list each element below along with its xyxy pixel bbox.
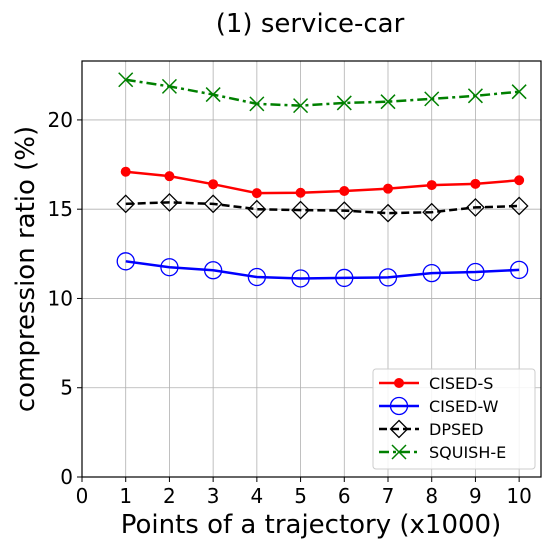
data-point-dpsed <box>334 201 354 221</box>
data-point-cised-s <box>120 166 131 177</box>
data-point-cised-w <box>203 261 223 280</box>
legend-box <box>372 368 536 470</box>
chart-title: (1) service-car <box>216 9 405 39</box>
legend-label-dpsed: DPSED <box>429 420 484 439</box>
x-tick-label: 5 <box>294 484 307 508</box>
x-tick-label: 10 <box>506 484 531 508</box>
data-point-cised-w <box>291 269 310 288</box>
data-point-dpsed <box>378 203 398 223</box>
data-point-cised-w <box>422 263 441 283</box>
data-point-squish-e <box>336 95 352 111</box>
data-point-squish-e <box>467 88 483 104</box>
data-point-dpsed <box>422 202 442 222</box>
data-point-dpsed <box>466 197 485 217</box>
data-point-cised-s <box>251 188 262 199</box>
data-point-dpsed <box>291 200 310 220</box>
series-line-dpsed <box>125 201 520 215</box>
x-tick-label: 1 <box>119 484 132 508</box>
legend-marker-cised-s <box>394 378 404 388</box>
data-point-cised-s <box>383 183 393 194</box>
data-point-cised-w <box>247 267 267 287</box>
x-tick-label: 3 <box>207 484 220 508</box>
data-point-cised-s <box>295 187 306 198</box>
data-point-cised-w <box>160 258 179 277</box>
data-point-dpsed <box>116 194 136 214</box>
legend-marker-squish-e <box>391 444 407 460</box>
data-point-cised-w <box>116 252 135 271</box>
x-tick-label: 2 <box>163 484 176 508</box>
data-point-cised-s <box>208 179 219 190</box>
series-line-cised-s <box>125 170 520 195</box>
series-line-squish-e <box>125 78 520 107</box>
data-point-cised-w <box>378 268 398 287</box>
axis-ticks: 0 1 2 3 4 5 6 7 8 9 10 0 5 10 15 20 <box>48 108 532 508</box>
y-tick-label: 0 <box>60 465 73 489</box>
data-point-squish-e <box>293 98 309 114</box>
series-line-cised-w <box>125 260 520 280</box>
x-tick-label: 4 <box>250 484 263 508</box>
y-tick-label: 10 <box>48 286 73 310</box>
legend-marker-dpsed <box>389 419 409 439</box>
data-point-cised-s <box>339 185 350 196</box>
data-point-cised-w <box>509 260 529 280</box>
data-point-dpsed <box>247 199 267 219</box>
data-point-squish-e <box>511 84 527 100</box>
data-point-squish-e <box>249 96 265 112</box>
data-point-cised-w <box>335 268 354 288</box>
x-tick-label: 6 <box>338 484 351 508</box>
legend-marker-cised-w <box>389 396 409 416</box>
x-tick-label: 0 <box>76 484 89 508</box>
y-axis-label: compression ratio (%) <box>11 126 41 412</box>
data-point-squish-e <box>205 87 221 103</box>
data-point-cised-s <box>164 171 175 182</box>
data-point-squish-e <box>118 72 134 88</box>
y-tick-label: 5 <box>60 376 73 400</box>
data-point-cised-s <box>470 178 481 189</box>
legend-label-cised-w: CISED-W <box>429 397 499 416</box>
data-point-squish-e <box>380 94 396 110</box>
legend-label-squish-e: SQUISH-E <box>429 443 506 462</box>
y-tick-label: 20 <box>48 108 73 132</box>
data-point-dpsed <box>509 196 529 216</box>
x-tick-label: 7 <box>382 484 395 508</box>
x-axis-label: Points of a trajectory (x1000) <box>121 510 502 540</box>
y-tick-label: 15 <box>48 197 73 221</box>
legend: CISED-S CISED-W DPSED SQUISH-E <box>372 368 536 470</box>
data-point-cised-s <box>426 180 437 191</box>
legend-label-cised-s: CISED-S <box>429 374 493 393</box>
data-point-squish-e <box>424 91 440 107</box>
data-point-dpsed <box>203 194 223 214</box>
x-tick-label: 9 <box>469 484 482 508</box>
data-point-cised-w <box>466 262 485 282</box>
data-point-cised-s <box>514 175 525 186</box>
data-point-dpsed <box>160 192 179 212</box>
plot-frame <box>81 60 542 478</box>
data-point-squish-e <box>161 78 177 94</box>
x-tick-label: 8 <box>425 484 438 508</box>
series-layer <box>116 72 529 288</box>
